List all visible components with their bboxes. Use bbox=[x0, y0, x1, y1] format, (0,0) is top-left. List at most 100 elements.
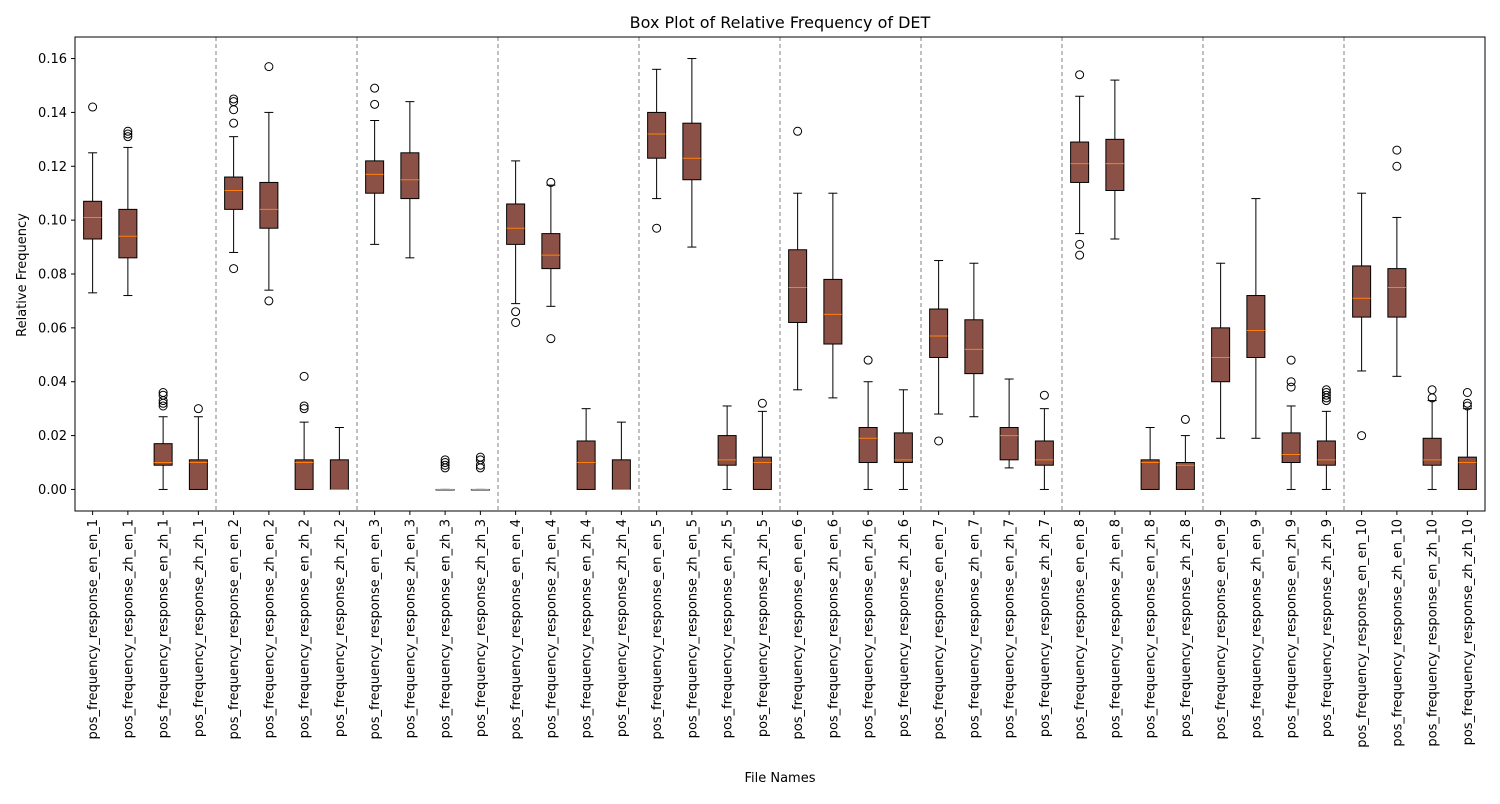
box-iqr bbox=[576, 440, 596, 490]
box-plot-item bbox=[858, 355, 878, 490]
box-iqr bbox=[329, 459, 349, 490]
box-iqr bbox=[752, 456, 772, 490]
box-plot-item bbox=[224, 94, 244, 274]
box-iqr bbox=[1034, 440, 1054, 466]
box-iqr bbox=[1070, 141, 1090, 183]
box-iqr bbox=[541, 233, 561, 270]
box-iqr bbox=[929, 308, 949, 358]
plot-frame bbox=[74, 36, 1486, 512]
outlier-point bbox=[546, 177, 556, 187]
box-plot-item bbox=[435, 455, 455, 491]
box-plot-item bbox=[400, 101, 420, 259]
box-iqr bbox=[1281, 432, 1301, 464]
outlier-point bbox=[1462, 401, 1472, 411]
outlier-point bbox=[440, 455, 450, 465]
y-tick-label: 0.12 bbox=[38, 160, 67, 175]
box-iqr bbox=[611, 459, 631, 490]
x-tick-label: pos_frequency_response_zh_zh_7 bbox=[1038, 519, 1053, 737]
x-tick-label: pos_frequency_response_zh_en_9 bbox=[1249, 519, 1264, 738]
outlier-point bbox=[475, 455, 485, 465]
box-plot-item bbox=[647, 68, 667, 233]
box-iqr bbox=[1316, 440, 1336, 466]
x-tick-label: pos_frequency_response_zh_en_1 bbox=[121, 519, 136, 738]
outlier-point bbox=[757, 398, 767, 408]
y-tick-label: 0.10 bbox=[38, 214, 67, 229]
box-iqr bbox=[647, 111, 667, 159]
y-tick-label: 0.14 bbox=[38, 106, 67, 121]
y-tick-label: 0.00 bbox=[38, 483, 67, 498]
x-tick-label: pos_frequency_response_zh_zh_5 bbox=[756, 519, 771, 737]
box-plot-item bbox=[611, 421, 631, 490]
x-tick-label: pos_frequency_response_en_zh_1 bbox=[157, 519, 172, 738]
x-tick-label: pos_frequency_response_en_en_3 bbox=[368, 519, 383, 739]
box-iqr bbox=[858, 427, 878, 464]
box-iqr bbox=[118, 208, 138, 259]
outlier-point bbox=[1286, 377, 1296, 387]
x-tick-label: pos_frequency_response_en_en_10 bbox=[1355, 519, 1370, 748]
outlier-point bbox=[299, 404, 309, 414]
outlier-point bbox=[793, 126, 803, 136]
outlier-point bbox=[1321, 390, 1331, 400]
box-plot-item bbox=[893, 389, 913, 490]
x-tick-label: pos_frequency_response_en_en_8 bbox=[1073, 519, 1088, 739]
box-plot-item bbox=[1352, 192, 1372, 441]
box-plot-item bbox=[1422, 385, 1442, 490]
chart-title: Box Plot of Relative Frequency of DET bbox=[630, 13, 931, 32]
box-plot-item bbox=[1246, 198, 1266, 439]
box-iqr bbox=[1457, 456, 1477, 490]
box-iqr bbox=[999, 427, 1019, 461]
box-plot-item bbox=[999, 378, 1019, 469]
box-plot-item bbox=[1211, 262, 1231, 439]
box-plot-item bbox=[365, 83, 385, 245]
x-tick-label: pos_frequency_response_zh_zh_4 bbox=[615, 519, 630, 737]
box-plot-item bbox=[576, 408, 596, 490]
box-plot-item bbox=[929, 260, 949, 446]
outlier-point bbox=[123, 129, 133, 139]
box-iqr bbox=[259, 181, 279, 229]
box-iqr bbox=[400, 152, 420, 200]
outlier-point bbox=[123, 132, 133, 142]
box-iqr bbox=[1211, 327, 1231, 383]
outlier-point bbox=[158, 388, 168, 397]
y-tick-label: 0.16 bbox=[38, 52, 67, 67]
x-tick-label: pos_frequency_response_en_en_2 bbox=[227, 519, 242, 739]
box-plot-item bbox=[823, 192, 843, 399]
outlier-point bbox=[1321, 385, 1331, 395]
x-tick-label: pos_frequency_response_zh_zh_9 bbox=[1320, 519, 1335, 737]
x-tick-label: pos_frequency_response_zh_en_4 bbox=[544, 519, 559, 738]
x-tick-label: pos_frequency_response_en_en_9 bbox=[1214, 519, 1229, 739]
x-tick-label: pos_frequency_response_en_en_6 bbox=[791, 519, 806, 739]
outlier-point bbox=[299, 401, 309, 411]
box-iqr bbox=[964, 319, 984, 375]
box-iqr bbox=[682, 122, 702, 181]
outlier-point bbox=[511, 307, 521, 317]
box-plot-item bbox=[1140, 427, 1160, 490]
box-plot-item bbox=[682, 58, 702, 248]
outlier-point bbox=[440, 460, 450, 470]
box-iqr bbox=[788, 249, 808, 323]
x-tick-label: pos_frequency_response_zh_en_5 bbox=[685, 519, 700, 738]
outlier-point bbox=[229, 105, 239, 115]
x-tick-label: pos_frequency_response_zh_en_10 bbox=[1390, 519, 1405, 747]
x-tick-label: pos_frequency_response_zh_zh_3 bbox=[474, 519, 489, 737]
box-plot-item bbox=[259, 62, 279, 306]
outlier-point bbox=[299, 371, 309, 381]
box-plot-item bbox=[1175, 414, 1195, 490]
x-tick-label: pos_frequency_response_zh_zh_10 bbox=[1461, 519, 1476, 745]
box-plot-item bbox=[153, 388, 173, 490]
box-iqr bbox=[1352, 265, 1372, 318]
outlier-point bbox=[229, 118, 239, 128]
x-tick-label: pos_frequency_response_en_zh_9 bbox=[1285, 519, 1300, 738]
outlier-point bbox=[1039, 390, 1049, 400]
outlier-point bbox=[440, 458, 450, 468]
y-axis-ticks: 0.00 0.02 0.04 0.06 0.08 0.10 0.12 0.14 0.16 bbox=[38, 52, 75, 498]
x-tick-label: pos_frequency_response_en_en_7 bbox=[932, 519, 947, 739]
x-tick-label: pos_frequency_response_zh_zh_1 bbox=[192, 519, 207, 737]
outlier-point bbox=[1462, 388, 1472, 397]
outlier-point bbox=[158, 390, 168, 400]
x-tick-label: pos_frequency_response_en_en_1 bbox=[86, 519, 101, 739]
outlier-point bbox=[1286, 382, 1296, 392]
box-plot-item bbox=[1281, 355, 1301, 490]
